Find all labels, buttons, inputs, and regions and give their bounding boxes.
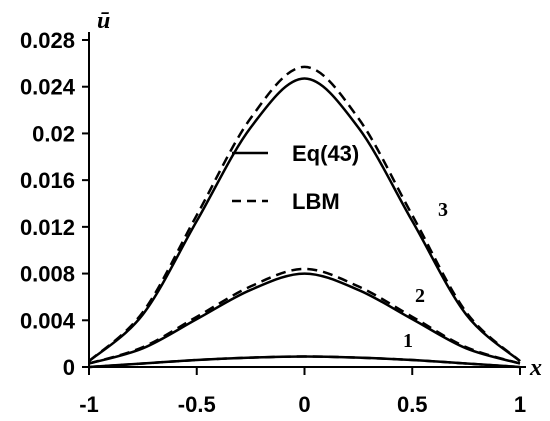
curve-label-2: 2	[415, 285, 425, 307]
series-2-eq43-line	[88, 272, 521, 365]
legend-label-eq43: Eq(43)	[292, 141, 359, 166]
legend: Eq(43) LBM	[232, 141, 359, 214]
x-tick-label: 0.5	[397, 392, 428, 417]
series-3-lbm-line	[88, 65, 521, 363]
series-3-eq43-line	[88, 77, 521, 363]
series-1-lbm-line	[88, 355, 521, 369]
y-tick-label: 0.012	[20, 215, 75, 240]
x-tick-label: 0	[298, 392, 310, 417]
legend-label-lbm: LBM	[292, 189, 340, 214]
curve-label-1: 1	[403, 330, 413, 352]
y-tick-label: 0.028	[20, 28, 75, 53]
y-axis-label: ū	[97, 8, 110, 34]
y-tick-label: 0	[63, 355, 75, 380]
y-tick-label: 0.02	[32, 121, 75, 146]
curves	[88, 65, 521, 369]
axes: 0 0.004 0.008 0.012 0.016 0.02 0.024 0.028 -1 -0.…	[20, 28, 526, 417]
series-2-lbm-line	[88, 267, 521, 365]
y-tick-label: 0.024	[20, 75, 76, 100]
y-tick-label: 0.004	[20, 308, 76, 333]
curve-label-3: 3	[438, 199, 448, 221]
y-tick-label: 0.016	[20, 168, 75, 193]
x-tick-label: 1	[514, 392, 526, 417]
y-tick-label: 0.008	[20, 262, 75, 287]
x-tick-label: -0.5	[178, 392, 216, 417]
x-axis-label: x	[529, 355, 542, 381]
x-tick-label: -1	[79, 392, 99, 417]
